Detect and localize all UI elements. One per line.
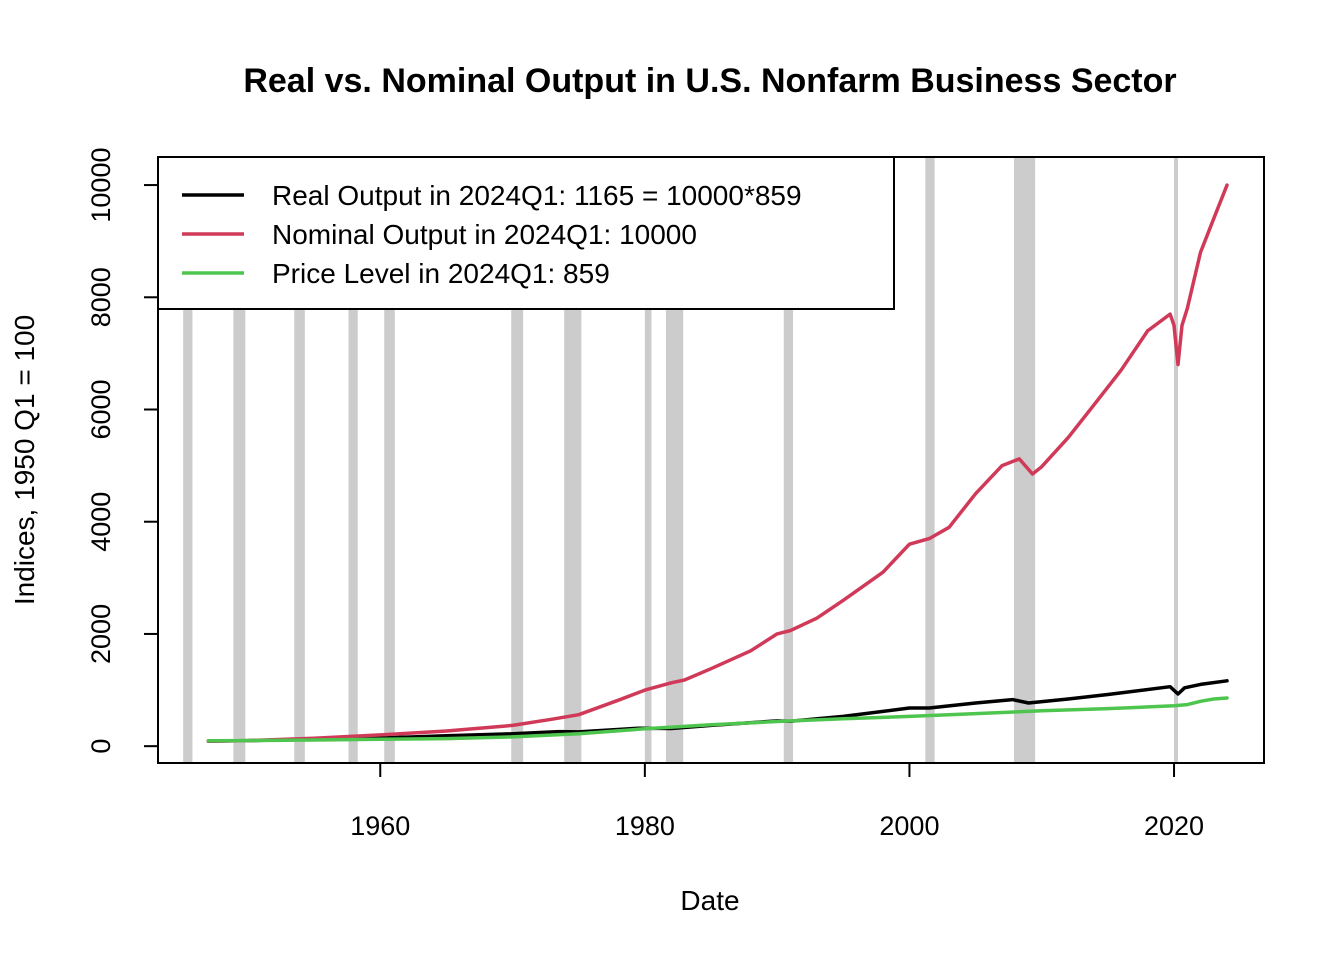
y-tick-label-8000: 8000 — [86, 267, 116, 327]
recession-band-3 — [348, 157, 358, 763]
y-tick-label-4000: 4000 — [86, 492, 116, 552]
y-tick-label-10000: 10000 — [86, 148, 116, 223]
legend-entry-price: Price Level in 2024Q1: 859 — [182, 258, 610, 289]
x-axis-title: Date — [680, 885, 739, 916]
recession-band-9 — [783, 157, 794, 763]
y-tick-label-2000: 2000 — [86, 604, 116, 664]
legend-entry-real: Real Output in 2024Q1: 1165 = 10000*859 — [182, 180, 802, 211]
recession-band-7 — [644, 157, 652, 763]
recession-band-4 — [384, 157, 395, 763]
y-tick-label-6000: 6000 — [86, 379, 116, 439]
recession-band-0 — [183, 157, 193, 763]
recession-band-10 — [925, 157, 935, 763]
series-line-price-level — [206, 696, 1229, 743]
series-line-nominal-output — [206, 183, 1229, 743]
y-axis-title: Indices, 1950 Q1 = 100 — [9, 315, 40, 605]
legend: Real Output in 2024Q1: 1165 = 10000*859 … — [157, 156, 895, 310]
chart-title: Real vs. Nominal Output in U.S. Nonfarm … — [243, 62, 1176, 100]
legend-entry-nominal: Nominal Output in 2024Q1: 10000 — [182, 219, 697, 250]
x-tick-label-2020: 2020 — [1144, 811, 1204, 841]
recession-band-11 — [1013, 157, 1036, 763]
y-tick-label-0: 0 — [86, 739, 116, 754]
recession-band-5 — [511, 157, 524, 763]
x-axis: 1960 1980 2000 2020 — [350, 762, 1204, 841]
x-tick-label-2000: 2000 — [879, 811, 939, 841]
legend-label-nominal: Nominal Output in 2024Q1: 10000 — [272, 219, 697, 250]
legend-label-price: Price Level in 2024Q1: 859 — [272, 258, 610, 289]
legend-label-real: Real Output in 2024Q1: 1165 = 10000*859 — [272, 180, 802, 211]
recession-band-12 — [1174, 157, 1179, 763]
series-lines — [206, 183, 1229, 743]
legend-box — [157, 156, 895, 310]
recession-band-2 — [294, 157, 305, 763]
x-tick-label-1960: 1960 — [350, 811, 410, 841]
recession-band-1 — [233, 157, 246, 763]
y-axis: 0 2000 4000 6000 8000 10000 — [86, 148, 159, 754]
x-tick-label-1980: 1980 — [615, 811, 675, 841]
